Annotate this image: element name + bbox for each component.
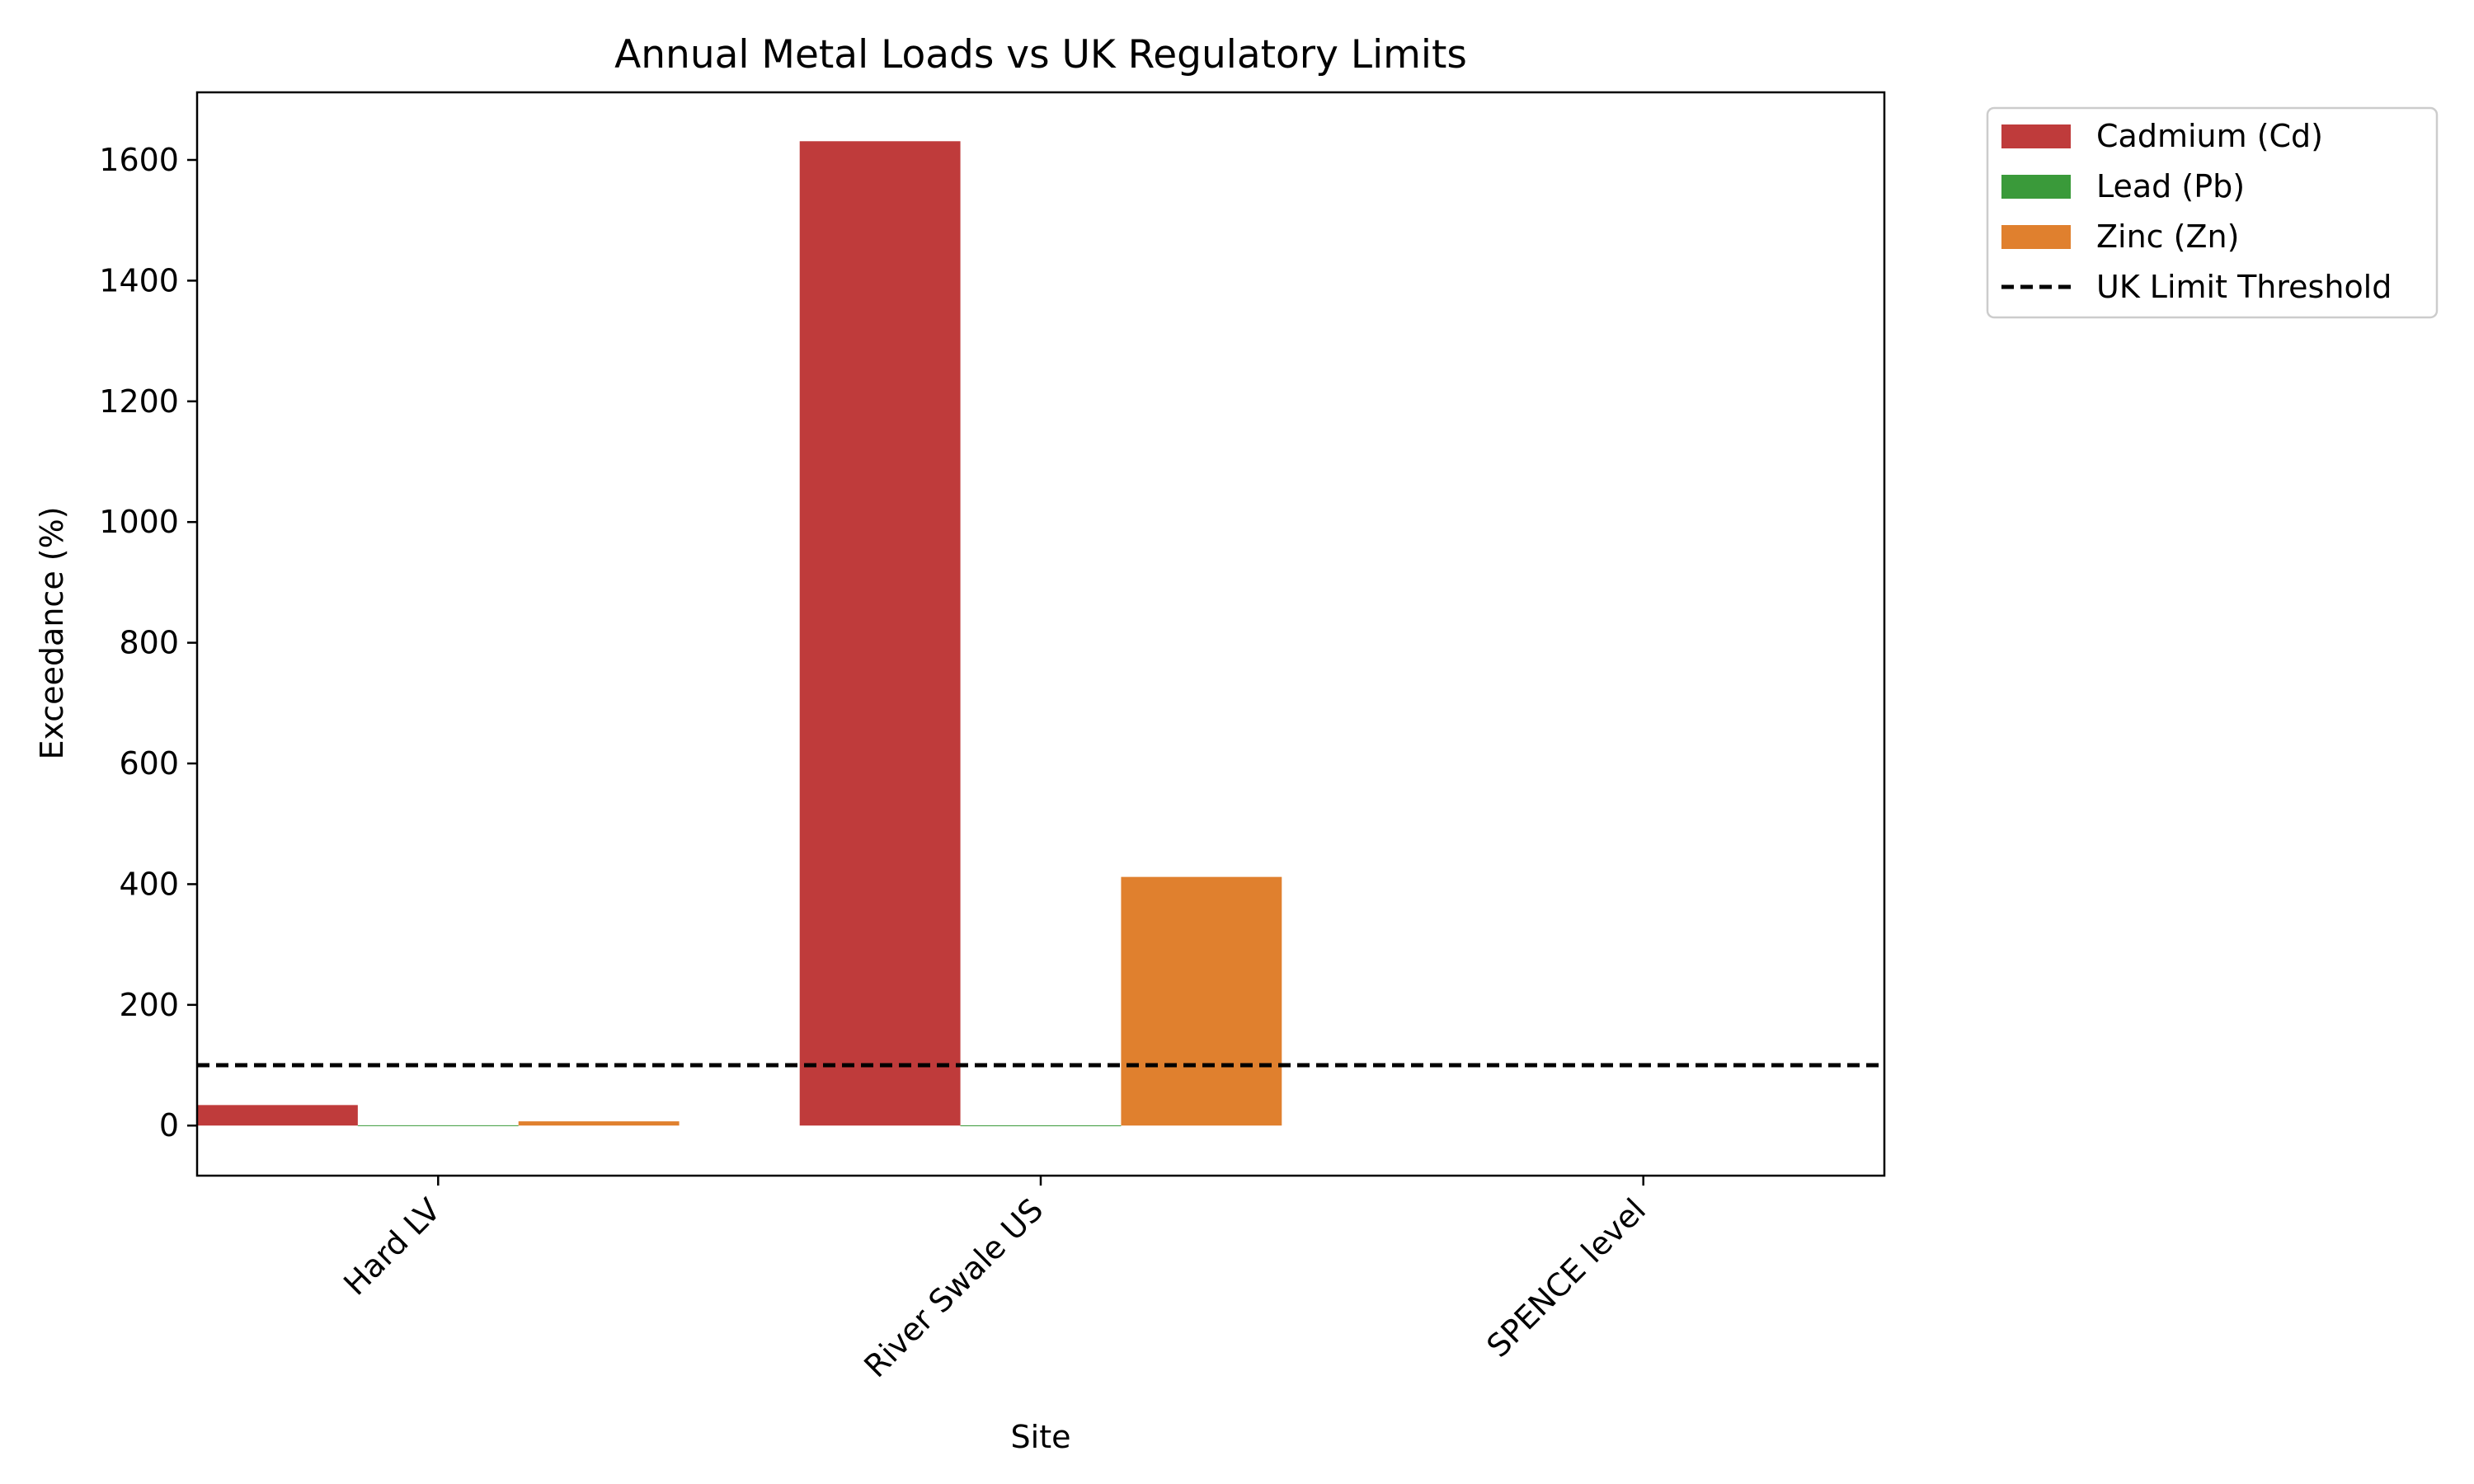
- legend-swatch-lead: [2001, 175, 2071, 199]
- x-tick-label-river-swale-us: River Swale US: [857, 1191, 1050, 1384]
- y-tick-label-400: 400: [119, 866, 179, 902]
- y-tick-label-800: 800: [119, 625, 179, 661]
- x-tick-label-hard-lv: Hard LV: [336, 1191, 447, 1302]
- y-axis-label: Exceedance (%): [34, 506, 70, 759]
- x-axis-label: Site: [1011, 1419, 1071, 1455]
- bar-cadmium-cd-river-swale-us: [799, 141, 961, 1126]
- y-tick-label-600: 600: [119, 745, 179, 782]
- plot-area-frame: [195, 91, 1886, 1177]
- bar-lead-pb-river-swale-us: [960, 1125, 1122, 1127]
- bar-cadmium-cd-hard-lv: [197, 1105, 358, 1126]
- y-tick-label-200: 200: [119, 987, 179, 1023]
- bar-zinc-zn-hard-lv: [518, 1121, 680, 1126]
- legend: Cadmium (Cd) Lead (Pb) Zinc (Zn) UK Limi…: [1986, 106, 2439, 319]
- legend-label-threshold: UK Limit Threshold: [2096, 269, 2392, 305]
- bar-zinc-zn-river-swale-us: [1121, 876, 1282, 1126]
- y-tick-label-0: 0: [159, 1107, 179, 1144]
- x-axis: Hard LV River Swale US SPENCE level: [336, 1176, 1653, 1384]
- y-axis: 0 200 400 600 800 1000 1200 1400 1600: [99, 142, 197, 1144]
- y-tick-label-1400: 1400: [99, 262, 179, 298]
- y-tick-label-1600: 1600: [99, 142, 179, 178]
- legend-label-zinc: Zinc (Zn): [2096, 218, 2239, 255]
- y-tick-label-1000: 1000: [99, 504, 179, 540]
- legend-frame: [1986, 106, 2439, 319]
- legend-swatch-zinc: [2001, 225, 2071, 249]
- legend-label-lead: Lead (Pb): [2096, 168, 2245, 204]
- bars-group: [197, 141, 1282, 1127]
- chart-title: Annual Metal Loads vs UK Regulatory Limi…: [614, 32, 1467, 77]
- bar-lead-pb-hard-lv: [357, 1125, 519, 1126]
- legend-label-cadmium: Cadmium (Cd): [2096, 118, 2323, 154]
- x-tick-label-spence-level: SPENCE level: [1479, 1191, 1653, 1364]
- legend-swatch-cadmium: [2001, 124, 2071, 148]
- y-tick-label-1200: 1200: [99, 383, 179, 420]
